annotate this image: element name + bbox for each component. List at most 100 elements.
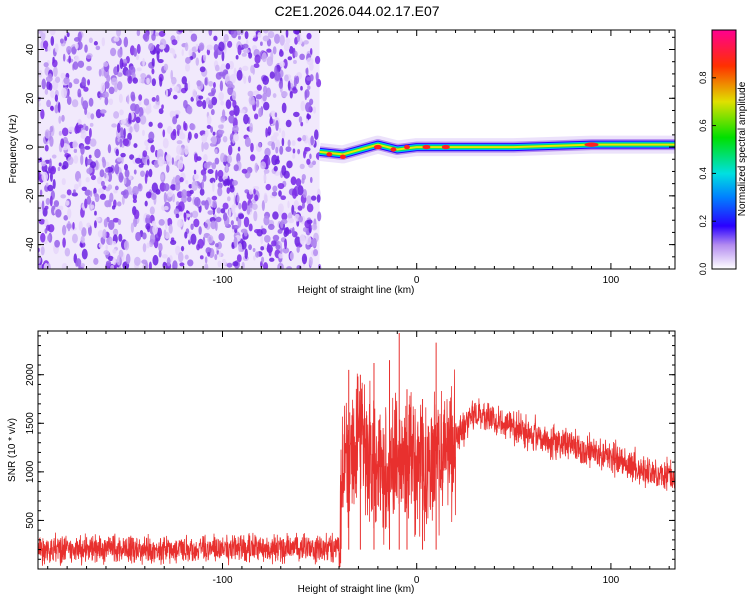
noise-speck (107, 255, 114, 262)
noise-speck (207, 169, 214, 175)
noise-speck (275, 146, 279, 154)
noise-speck (80, 133, 86, 139)
noise-speck (126, 94, 130, 105)
noise-speck (180, 245, 185, 252)
noise-speck (116, 64, 120, 73)
noise-speck (254, 194, 259, 202)
noise-speck (117, 122, 121, 133)
noise-speck (158, 30, 166, 37)
noise-speck (274, 112, 278, 118)
noise-speck (75, 42, 79, 50)
noise-speck (93, 257, 99, 265)
noise-speck (250, 65, 255, 74)
spectrogram-frame (37, 29, 676, 270)
noise-speck (80, 235, 85, 244)
noise-speck (248, 189, 253, 195)
noise-speck (107, 144, 112, 154)
noise-speck (138, 94, 143, 101)
noise-speck (158, 250, 162, 258)
noise-speck (166, 164, 170, 173)
noise-speck (287, 56, 293, 61)
noise-speck (306, 67, 309, 77)
noise-speck (263, 101, 270, 111)
noise-speck (297, 205, 303, 211)
noise-speck (172, 94, 178, 100)
noise-speck (123, 240, 130, 251)
noise-speck (40, 109, 45, 120)
noise-speck (264, 147, 271, 157)
noise-speck (148, 42, 155, 52)
noise-speck (305, 102, 312, 113)
noise-speck (130, 222, 134, 233)
noise-speck (172, 49, 176, 57)
noise-speck (110, 264, 115, 269)
noise-speck (157, 227, 162, 238)
noise-speck (171, 76, 177, 85)
noise-speck (122, 189, 129, 199)
noise-speck (187, 131, 192, 141)
noise-speck (128, 112, 132, 124)
noise-speck (228, 61, 234, 70)
colorbar-gradient (711, 29, 737, 270)
noise-speck (144, 200, 148, 207)
noise-speck (253, 113, 259, 120)
noise-speck (220, 100, 224, 106)
noise-speck (217, 260, 222, 268)
noise-speck (273, 165, 278, 172)
noise-speck (272, 93, 277, 98)
noise-speck (77, 41, 83, 50)
noise-speck (204, 199, 209, 210)
noise-speck (193, 169, 197, 175)
noise-speck (140, 73, 147, 79)
noise-speck (151, 32, 156, 41)
spectrogram-y-tick-label: 40 (25, 44, 36, 56)
noise-speck (294, 30, 301, 35)
noise-speck (87, 79, 91, 86)
noise-speck (81, 77, 87, 87)
noise-speck (73, 148, 78, 154)
noise-speck (151, 192, 155, 198)
noise-speck (184, 145, 189, 156)
noise-speck (45, 197, 51, 206)
noise-speck (191, 210, 199, 219)
noise-speck (116, 254, 121, 266)
noise-speck (252, 37, 258, 42)
noise-speck (295, 178, 302, 187)
noise-speck (233, 164, 239, 172)
noise-speck (166, 257, 171, 267)
noise-speck (301, 173, 306, 181)
noise-speck (106, 74, 111, 83)
noise-speck (111, 123, 117, 128)
noise-speck (306, 219, 313, 225)
noise-speck (132, 77, 138, 84)
noise-speck (316, 194, 321, 203)
noise-speck (244, 248, 248, 260)
noise-speck (49, 171, 53, 182)
noise-speck (158, 108, 164, 115)
noise-speck (207, 210, 214, 215)
noise-speck (260, 234, 264, 245)
noise-speck (262, 92, 267, 102)
noise-speck (306, 57, 314, 66)
noise-speck (64, 36, 68, 41)
noise-speck (99, 193, 107, 200)
noise-speck (184, 231, 188, 239)
noise-speck (285, 146, 292, 152)
noise-speck (148, 261, 152, 269)
noise-speck (104, 80, 110, 89)
noise-speck (278, 80, 284, 89)
noise-speck (218, 232, 225, 242)
noise-speck (40, 246, 45, 256)
noise-speck (215, 216, 222, 223)
noise-speck (310, 135, 314, 146)
noise-speck (86, 195, 92, 205)
noise-speck (116, 72, 123, 78)
noise-speck (289, 251, 295, 261)
noise-speck (139, 78, 142, 84)
signal-peak (422, 144, 431, 150)
noise-speck (246, 205, 251, 215)
noise-speck (134, 157, 142, 164)
noise-speck (272, 211, 279, 220)
noise-speck (190, 223, 194, 230)
